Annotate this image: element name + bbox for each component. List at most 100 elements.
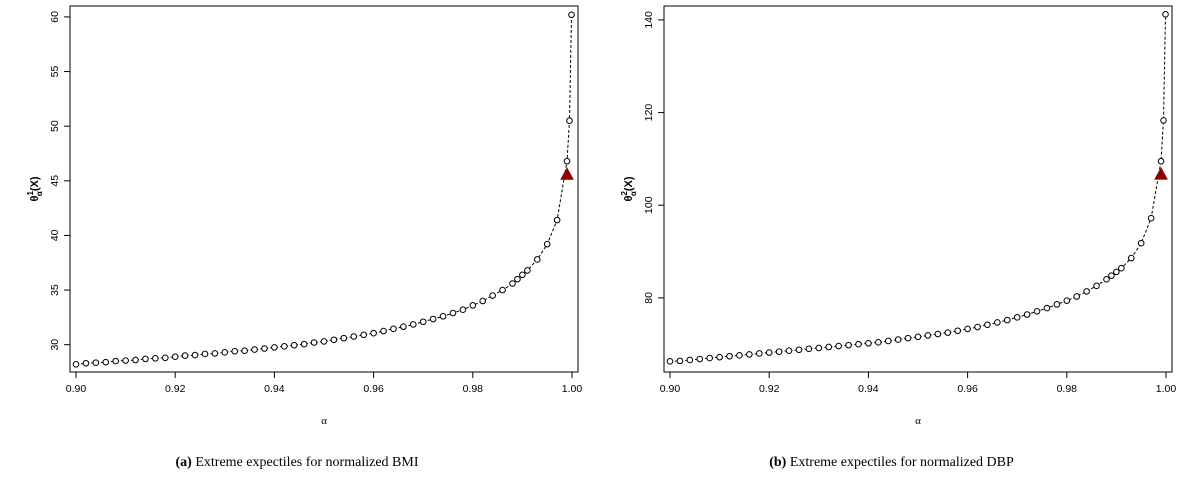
data-point xyxy=(706,354,713,362)
y-axis-label: θ1α(X) xyxy=(26,176,44,201)
data-point xyxy=(954,327,961,335)
x-tick-label: 0.94 xyxy=(858,383,879,395)
y-label-sub: α xyxy=(35,191,44,196)
data-point xyxy=(875,339,882,346)
data-point xyxy=(122,357,129,364)
data-point xyxy=(479,297,487,305)
data-point xyxy=(449,309,457,317)
data-point xyxy=(666,358,674,365)
data-point xyxy=(984,321,991,329)
data-point xyxy=(1003,316,1011,324)
data-point xyxy=(716,353,723,361)
data-point xyxy=(686,356,694,364)
data-point xyxy=(696,355,704,363)
data-point xyxy=(765,349,773,356)
data-point xyxy=(1162,11,1169,18)
data-point xyxy=(1063,297,1071,304)
x-axis-label: α xyxy=(915,415,921,427)
data-point xyxy=(400,323,407,330)
y-label-sub: α xyxy=(629,191,638,196)
data-point xyxy=(825,343,833,351)
data-point xyxy=(755,350,763,357)
y-label-theta: θ xyxy=(29,196,41,202)
data-point xyxy=(161,354,169,362)
highlight-triangle xyxy=(560,167,574,180)
panel-bmi: 0.90 0.92 0.94 0.96 0.98 1.00 30 35 40 45 50 55 60 α θ… xyxy=(0,0,594,477)
data-point xyxy=(865,339,872,347)
data-point xyxy=(370,329,377,337)
plot-frame xyxy=(663,5,1173,373)
x-tick-label: 0.90 xyxy=(660,383,681,395)
data-point xyxy=(835,342,842,350)
data-point xyxy=(340,334,348,342)
y-tick-label: 35 xyxy=(49,284,61,296)
y-label-arg: (X) xyxy=(29,176,41,191)
data-point xyxy=(746,351,753,358)
chart-bmi: 0.90 0.92 0.94 0.96 0.98 1.0030354045505560αθ… xyxy=(26,5,582,427)
data-point xyxy=(271,344,278,351)
data-point xyxy=(553,216,561,224)
data-point xyxy=(152,355,159,362)
data-point xyxy=(914,333,922,341)
data-point xyxy=(459,306,467,314)
data-point xyxy=(805,345,813,353)
x-tick-label: 0.94 xyxy=(264,383,285,395)
data-point xyxy=(795,346,803,354)
data-point xyxy=(1073,293,1081,300)
data-point xyxy=(191,351,199,359)
data-point xyxy=(241,347,248,354)
data-point xyxy=(1083,288,1090,295)
data-point xyxy=(904,334,912,342)
y-tick-label: 80 xyxy=(643,292,655,304)
data-point xyxy=(419,318,427,326)
data-point xyxy=(221,349,229,356)
data-point xyxy=(944,329,952,336)
data-point xyxy=(1113,268,1120,276)
data-point xyxy=(566,117,573,125)
data-point xyxy=(142,355,149,363)
x-tick-label: 0.90 xyxy=(66,383,87,395)
y-tick-label: 50 xyxy=(49,120,61,132)
data-point xyxy=(350,333,358,340)
x-tick-label: 1.00 xyxy=(1156,383,1177,395)
data-point xyxy=(533,256,541,263)
data-point xyxy=(390,325,397,333)
data-point xyxy=(499,286,506,294)
data-point xyxy=(815,344,823,352)
data-point xyxy=(261,345,268,352)
caption-text: Extreme expectiles for normalized BMI xyxy=(195,455,419,470)
data-point xyxy=(112,357,119,365)
data-point xyxy=(132,356,139,364)
data-point xyxy=(524,267,531,274)
data-point xyxy=(300,340,308,348)
data-point xyxy=(845,341,852,349)
data-point xyxy=(726,352,733,360)
data-point xyxy=(102,358,110,366)
data-point xyxy=(181,352,189,359)
y-tick-label: 120 xyxy=(643,104,655,122)
x-tick-label: 0.98 xyxy=(463,383,484,395)
y-tick-label: 45 xyxy=(49,175,61,187)
data-point xyxy=(330,336,338,344)
data-point xyxy=(1033,308,1041,315)
data-point xyxy=(775,348,783,355)
data-point xyxy=(231,347,239,355)
data-point xyxy=(1108,272,1115,279)
y-tick-label: 40 xyxy=(49,229,61,241)
series-line xyxy=(669,14,1166,362)
data-point xyxy=(1160,117,1167,124)
data-point xyxy=(785,347,793,354)
data-point xyxy=(543,240,551,248)
data-point xyxy=(1103,276,1110,283)
data-point xyxy=(82,359,90,367)
highlight-triangle xyxy=(1154,167,1168,180)
data-point xyxy=(736,352,743,359)
data-point xyxy=(360,331,367,339)
data-point xyxy=(1147,214,1155,222)
data-point xyxy=(1043,304,1051,312)
data-point xyxy=(676,357,684,365)
y-tick-label: 30 xyxy=(49,339,61,351)
data-point xyxy=(429,315,437,323)
data-point xyxy=(1157,157,1165,165)
y-label-index: 1 xyxy=(26,191,35,196)
